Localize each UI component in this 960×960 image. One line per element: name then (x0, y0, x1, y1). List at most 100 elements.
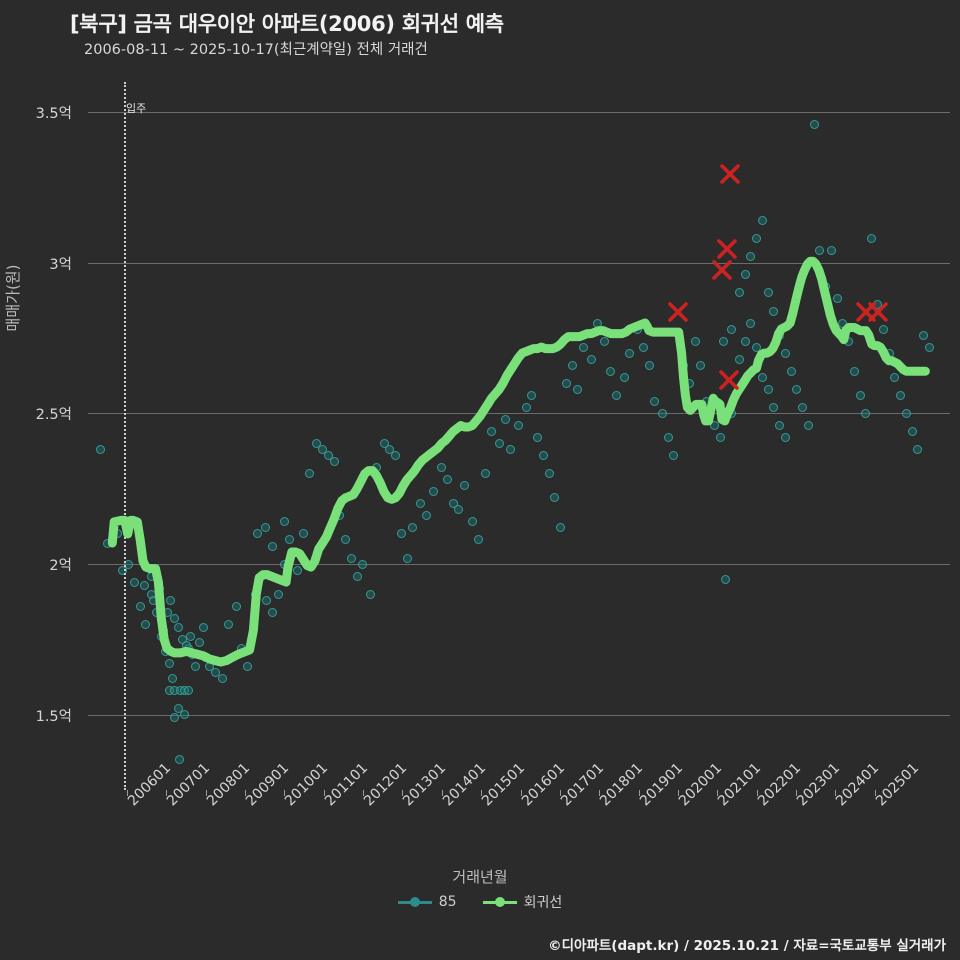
scatter-point (237, 643, 247, 653)
scatter-point (199, 622, 208, 632)
scatter-point (243, 662, 253, 671)
scatter-point (896, 390, 905, 400)
x-tick-label: 201601 (518, 760, 568, 810)
scatter-point (644, 360, 654, 370)
x-tick-label: 202101 (715, 760, 765, 810)
scatter-point (669, 451, 679, 461)
scatter-point (727, 408, 736, 418)
scatter-point (815, 246, 825, 256)
x-tick-mark (559, 790, 561, 796)
scatter-point (487, 427, 496, 436)
gridline (88, 564, 950, 565)
outlier-marker (712, 260, 732, 280)
scatter-point (861, 408, 871, 418)
scatter-point (798, 402, 808, 412)
x-tick-label: 201101 (321, 760, 371, 810)
scatter-point (838, 318, 848, 328)
legend-label-1: 회귀선 (523, 895, 563, 911)
x-tick-label: 200901 (243, 760, 293, 810)
scatter-point (844, 336, 854, 346)
x-tick-label: 201801 (597, 760, 647, 810)
scatter-point (467, 517, 477, 527)
scatter-point (586, 354, 596, 364)
x-tick-label: 200701 (164, 760, 214, 810)
x-tick-mark (402, 790, 404, 796)
x-tick-mark (205, 790, 207, 796)
scatter-point (481, 469, 491, 479)
regression-overlay (107, 164, 930, 667)
scatter-point (218, 674, 228, 683)
x-tick-label: 201701 (557, 760, 608, 810)
scatter-point (826, 246, 836, 256)
scatter-point (195, 637, 205, 647)
scatter-point (210, 668, 220, 677)
scatter-point (494, 439, 504, 448)
x-tick-label: 202401 (833, 760, 883, 810)
move-in-label: 입주 (126, 102, 147, 115)
scatter-point (352, 571, 362, 581)
legend-label-0: 85 (438, 894, 457, 910)
scatter-point (769, 306, 779, 316)
scatter-point (129, 577, 139, 587)
x-tick-mark (481, 790, 483, 796)
legend-item-0[interactable]: 85 (397, 894, 457, 910)
scatter-point (579, 342, 589, 352)
chart-subtitle: 2006-08-11 ~ 2025-10-17(최근계약일) 전체 거래건 (84, 42, 428, 58)
scatter-point (268, 541, 278, 551)
scatter-point (757, 216, 767, 226)
outlier-markers (668, 164, 888, 390)
scatter-point (174, 704, 184, 714)
scatter-point (513, 421, 523, 430)
scatter-point (168, 674, 178, 683)
scatter-point (901, 408, 911, 418)
scatter-point (521, 402, 531, 412)
scatter-point (346, 553, 356, 563)
scatter-point (285, 535, 295, 545)
scatter-point (715, 433, 725, 442)
y-tick-label: 1.5억 (35, 708, 72, 725)
scatter-point (775, 421, 784, 430)
x-tick-mark (245, 790, 247, 796)
scatter-point (867, 234, 877, 244)
scatter-point (154, 583, 164, 593)
scatter-point (166, 595, 176, 605)
scatter-point (746, 318, 756, 328)
scatter-point (139, 580, 149, 590)
scatter-point (792, 384, 802, 394)
scatter-point (473, 535, 483, 545)
scatter-point (719, 336, 729, 346)
scatter-point (592, 318, 602, 328)
scatter-point (740, 336, 750, 346)
scatter-point (709, 421, 719, 430)
scatter-point (96, 445, 106, 455)
scatter-point (907, 427, 917, 436)
y-axis-label: 매매가(원) (4, 264, 22, 332)
x-tick-mark (835, 790, 837, 796)
legend-item-1[interactable]: 회귀선 (482, 892, 563, 912)
x-axis-label: 거래년월 (452, 868, 508, 886)
scatter-point (696, 360, 706, 370)
x-tick-mark (284, 790, 286, 796)
scatter-point (573, 384, 583, 394)
scatter-point (924, 342, 934, 352)
scatter-point (763, 384, 773, 394)
scatter-point (561, 378, 571, 388)
scatter-point (304, 469, 314, 479)
scatter-point (442, 475, 452, 485)
outlier-marker (719, 370, 739, 390)
scatter-point (298, 529, 308, 539)
x-tick-mark (166, 790, 168, 796)
scatter-point (625, 348, 635, 358)
x-tick-label: 200601 (125, 760, 175, 810)
x-tick-label: 201401 (439, 760, 489, 810)
x-tick-mark (638, 790, 640, 796)
scatter-point (179, 710, 189, 720)
x-tick-label: 202201 (754, 760, 804, 810)
scatter-point (734, 354, 744, 364)
scatter-point (740, 270, 750, 280)
plot-area: 1.5억 2억 2.5억 3억 3.5억 200601 200701 200801 20090… (36, 82, 950, 809)
y-tick-label: 3억 (49, 256, 72, 273)
scatter-point (878, 324, 888, 334)
scatter-point (183, 686, 193, 696)
